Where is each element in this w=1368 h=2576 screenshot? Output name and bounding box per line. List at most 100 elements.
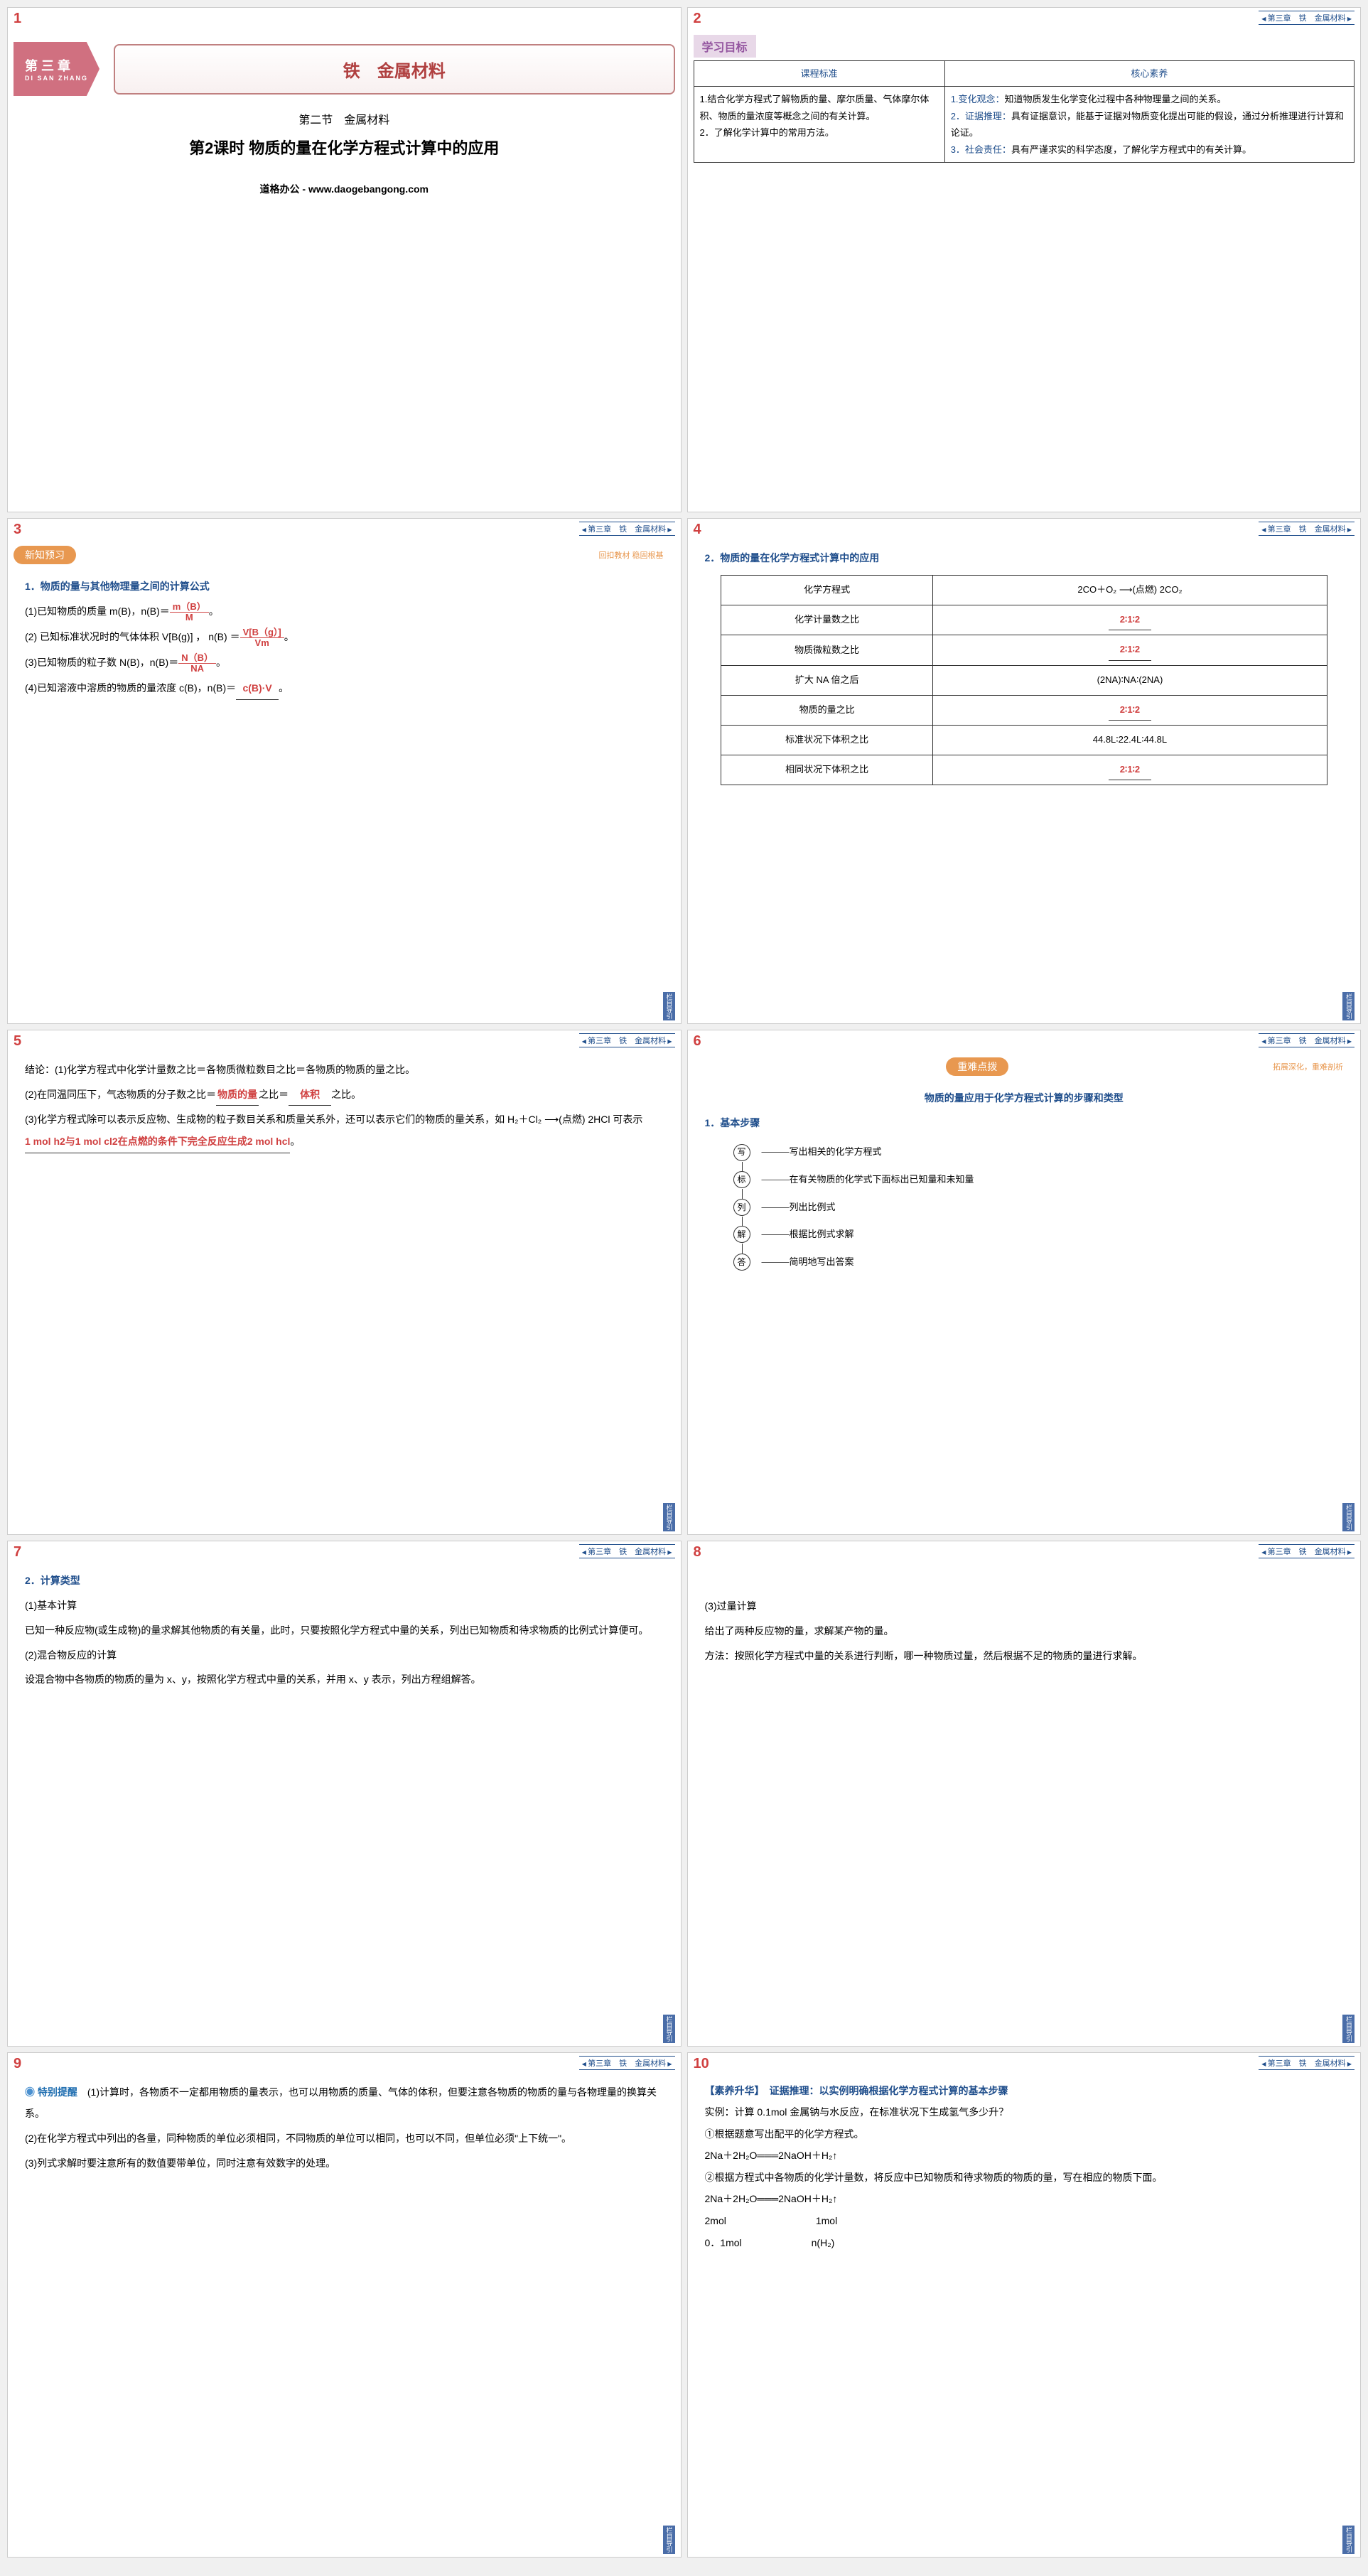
para-1: 特别提醒 (1)计算时，各物质不一定都用物质的量表示，也可以用物质的质量、气体的… bbox=[25, 2081, 664, 2125]
para-3: (3)化学方程式除可以表示反应物、生成物的粒子数目关系和质量关系外，还可以表示它… bbox=[25, 1109, 664, 1153]
sub-2: (2)混合物反应的计算 bbox=[25, 1644, 664, 1666]
objectives-table: 课程标准 核心素养 1.结合化学方程式了解物质的量、摩尔质量、气体摩尔体积、物质… bbox=[694, 60, 1355, 163]
slide-number: 2 bbox=[694, 11, 701, 27]
step-text: 在有关物质的化学式下面标出已知量和未知量 bbox=[790, 1170, 974, 1190]
nav-badge[interactable]: 栏目导引 bbox=[1342, 992, 1354, 1020]
cell: 标准状况下体积之比 bbox=[721, 726, 932, 755]
cell: 化学方程式 bbox=[721, 576, 932, 605]
chapter-header: 第三章 铁 金属材料 bbox=[579, 522, 675, 536]
heading-1: 1．基本步骤 bbox=[705, 1112, 1344, 1134]
para-1: 已知一种反应物(或生成物)的量求解其他物质的有关量，此时，只要按照化学方程式中量… bbox=[25, 1620, 664, 1642]
nav-badge[interactable]: 栏目导引 bbox=[1342, 2526, 1354, 2554]
slide-3: 3 第三章 铁 金属材料 回扣教材 稳固根基 新知预习 1．物质的量与其他物理量… bbox=[7, 518, 682, 1023]
step-text: 列出比例式 bbox=[790, 1197, 836, 1218]
step-circle: 写 bbox=[733, 1144, 750, 1161]
slide-number: 9 bbox=[14, 2056, 21, 2072]
para-2: 设混合物中各物质的物质的量为 x、y，按照化学方程式中量的关系，并用 x、y 表… bbox=[25, 1669, 664, 1691]
blank: 物质的量 bbox=[216, 1084, 259, 1106]
para-2: 方法：按照化学方程式中量的关系进行判断，哪一种物质过量，然后根据不足的物质的量进… bbox=[705, 1645, 1344, 1667]
line-4: (4)已知溶液中溶质的物质的量浓度 c(B)，n(B)＝c(B)·V。 bbox=[25, 677, 664, 700]
fraction-3: N（B）NA bbox=[178, 652, 216, 674]
cell: 2∶1∶2 bbox=[933, 635, 1327, 666]
step-circle: 列 bbox=[733, 1199, 750, 1216]
slide-9: 9 第三章 铁 金属材料 特别提醒 (1)计算时，各物质不一定都用物质的量表示，… bbox=[7, 2052, 682, 2558]
tip-badge: 特别提醒 bbox=[25, 2081, 77, 2103]
nav-badge[interactable]: 栏目导引 bbox=[663, 992, 675, 1020]
blank: 体积 bbox=[289, 1084, 331, 1106]
comp-label-2: 2．证据推理： bbox=[951, 111, 1011, 122]
lesson-title: 第2课时 物质的量在化学方程式计算中的应用 bbox=[14, 136, 675, 161]
heading-1: 1．物质的量与其他物理量之间的计算公式 bbox=[25, 576, 664, 598]
content-area: (3)过量计算 给出了两种反应物的量，求解某产物的量。 方法：按照化学方程式中量… bbox=[694, 1590, 1355, 1675]
section-banner: 重难点拨 bbox=[946, 1057, 1008, 1076]
row-1: 2mol 1mol bbox=[705, 2211, 1344, 2231]
line-1: (1)已知物质的质量 m(B)，n(B)＝m（B）M。 bbox=[25, 600, 664, 623]
line-1: ①根据题意写出配平的化学方程式。 bbox=[705, 2125, 1344, 2144]
content-area: 2．物质的量在化学方程式计算中的应用 化学方程式2CO＋O₂ ⟶(点燃) 2CO… bbox=[694, 541, 1355, 797]
blank-4: c(B)·V bbox=[236, 677, 279, 700]
chapter-pinyin: DI SAN ZHANG bbox=[25, 75, 88, 82]
chapter-text: 第 三 章 bbox=[25, 56, 88, 75]
slide-8: 8 第三章 铁 金属材料 (3)过量计算 给出了两种反应物的量，求解某产物的量。… bbox=[687, 1541, 1362, 2046]
example: 实例：计算 0.1mol 金属钠与水反应，在标准状况下生成氢气多少升？ bbox=[705, 2103, 1344, 2122]
competency-cell: 1.变化观念：知道物质发生化学变化过程中各种物理量之间的关系。 2．证据推理：具… bbox=[944, 87, 1354, 163]
flow-step: 答———简明地写出答案 bbox=[733, 1252, 1344, 1273]
nav-badge[interactable]: 栏目导引 bbox=[663, 1503, 675, 1531]
chemistry-table: 化学方程式2CO＋O₂ ⟶(点燃) 2CO₂ 化学计量数之比2∶1∶2 物质微粒… bbox=[721, 575, 1327, 785]
standard-text: 1.结合化学方程式了解物质的量、摩尔质量、气体摩尔体积、物质的量浓度等概念之间的… bbox=[700, 94, 930, 138]
cell: 化学计量数之比 bbox=[721, 605, 932, 635]
col-header-2: 核心素养 bbox=[944, 61, 1354, 87]
slide-1: 1 第 三 章 DI SAN ZHANG 铁 金属材料 第二节 金属材料 第2课… bbox=[7, 7, 682, 512]
slide-4: 4 第三章 铁 金属材料 2．物质的量在化学方程式计算中的应用 化学方程式2CO… bbox=[687, 518, 1362, 1023]
flow-step: 标———在有关物质的化学式下面标出已知量和未知量 bbox=[733, 1170, 1344, 1190]
step-text: 简明地写出答案 bbox=[790, 1252, 854, 1273]
content-area: 结论：(1)化学方程式中化学计量数之比＝各物质微粒数目之比＝各物质的物质的量之比… bbox=[14, 1053, 675, 1162]
fraction-2: V[B（g）]Vm bbox=[240, 627, 284, 649]
col-header-1: 课程标准 bbox=[694, 61, 944, 87]
cell: 物质微粒数之比 bbox=[721, 635, 932, 666]
blank: 1 mol h2与1 mol cl2在点燃的条件下完全反应生成2 mol hcl bbox=[25, 1131, 290, 1153]
slide-5: 5 第三章 铁 金属材料 结论：(1)化学方程式中化学计量数之比＝各物质微粒数目… bbox=[7, 1030, 682, 1535]
section-title: 第二节 金属材料 bbox=[14, 110, 675, 127]
chapter-header: 第三章 铁 金属材料 bbox=[579, 1033, 675, 1047]
slide-number: 1 bbox=[14, 11, 21, 27]
nav-badge[interactable]: 栏目导引 bbox=[1342, 1503, 1354, 1531]
nav-badge[interactable]: 栏目导引 bbox=[1342, 2015, 1354, 2043]
slide-number: 7 bbox=[14, 1544, 21, 1561]
para-1: 结论：(1)化学方程式中化学计量数之比＝各物质微粒数目之比＝各物质的物质的量之比… bbox=[25, 1059, 664, 1081]
chapter-badge: 第 三 章 DI SAN ZHANG bbox=[14, 42, 99, 96]
content-area: 2．计算类型 (1)基本计算 已知一种反应物(或生成物)的量求解其他物质的有关量… bbox=[14, 1564, 675, 1699]
fraction-1: m（B）M bbox=[170, 601, 209, 623]
cell: 扩大 NA 倍之后 bbox=[721, 665, 932, 695]
para-2: (2)在化学方程式中列出的各量，同种物质的单位必须相同，不同物质的单位可以相同，… bbox=[25, 2128, 664, 2150]
main-title: 铁 金属材料 bbox=[114, 44, 675, 95]
chapter-header: 第三章 铁 金属材料 bbox=[1259, 2056, 1354, 2070]
chapter-header: 第三章 铁 金属材料 bbox=[1259, 1544, 1354, 1558]
step-text: 写出相关的化学方程式 bbox=[790, 1142, 882, 1163]
cell: 相同状况下体积之比 bbox=[721, 755, 932, 785]
comp-label-1: 1.变化观念： bbox=[951, 94, 1005, 104]
heading-1: 2．计算类型 bbox=[25, 1570, 664, 1592]
cell: 2∶1∶2 bbox=[933, 605, 1327, 635]
step-circle: 答 bbox=[733, 1254, 750, 1271]
banner-right: 拓展深化，重难剖析 bbox=[1261, 1059, 1354, 1074]
para-3: (3)列式求解时要注意所有的数值要带单位，同时注意有效数字的处理。 bbox=[25, 2152, 664, 2174]
nav-badge[interactable]: 栏目导引 bbox=[663, 2015, 675, 2043]
nav-badge[interactable]: 栏目导引 bbox=[663, 2526, 675, 2554]
cell: 2∶1∶2 bbox=[933, 755, 1327, 785]
para-1: 给出了两种反应物的量，求解某产物的量。 bbox=[705, 1620, 1344, 1642]
slide-number: 4 bbox=[694, 522, 701, 538]
para-2: (2)在同温同压下，气态物质的分子数之比＝物质的量之比＝体积之比。 bbox=[25, 1084, 664, 1106]
cell: 2CO＋O₂ ⟶(点燃) 2CO₂ bbox=[933, 576, 1327, 605]
flow-step: 写———写出相关的化学方程式 bbox=[733, 1142, 1344, 1163]
line-3: (3)已知物质的粒子数 N(B)，n(B)＝N（B）NA。 bbox=[25, 652, 664, 674]
sub-1: (1)基本计算 bbox=[25, 1595, 664, 1617]
watermark: 道格办公 - www.daogebangong.com bbox=[14, 182, 675, 196]
slide-number: 10 bbox=[694, 2056, 709, 2072]
heading-1: 2．物质的量在化学方程式计算中的应用 bbox=[705, 547, 1344, 569]
row-2: 0．1mol n(H₂) bbox=[705, 2233, 1344, 2253]
chapter-header: 第三章 铁 金属材料 bbox=[1259, 1033, 1354, 1047]
slide-number: 6 bbox=[694, 1033, 701, 1050]
line-2: ②根据方程式中各物质的化学计量数，将反应中已知物质和待求物质的物质的量，写在相应… bbox=[705, 2168, 1344, 2187]
chapter-header: 第三章 铁 金属材料 bbox=[579, 2056, 675, 2070]
